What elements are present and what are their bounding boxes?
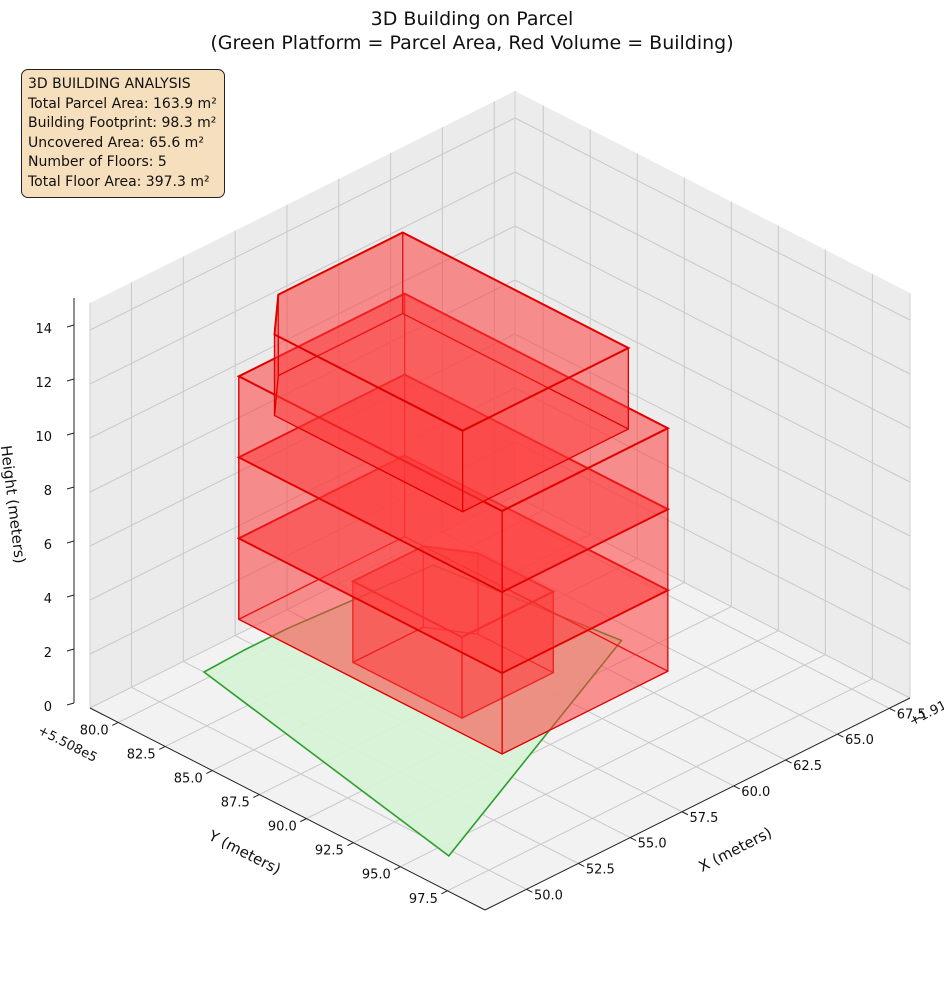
grid-z-back-6 [89,171,516,385]
x-tick-label-3: 57.5 [689,811,718,826]
y-tick-label-6: 95.0 [362,868,391,883]
building-layer [236,231,671,755]
grid-z-back-0 [89,495,516,709]
parcel-layer [202,564,623,858]
floor-1 [350,545,556,719]
grid-z-back-1 [89,441,516,655]
x-tick-mark-7 [889,707,896,712]
y-tick-label-5: 92.5 [315,844,344,859]
x-tick-label-5: 62.5 [793,759,822,774]
z-tick-mark-1 [66,648,75,652]
y-tick-label-1: 82.5 [127,747,156,762]
grid-z-back-3 [89,333,516,547]
grid-z-back-4 [89,279,516,493]
infobox-heading: 3D BUILDING ANALYSIS [28,76,191,92]
grid-y-floor-6 [400,654,826,868]
x-tick-label-1: 52.5 [586,862,615,877]
grid-z-side-7 [514,117,911,321]
x-tick-mark-5 [785,759,792,764]
floor-3 [236,373,671,674]
x-tick-mark-0 [526,888,533,893]
y-tick-label-4: 90.0 [268,820,297,835]
infobox-line-footprint: Building Footprint: 98.3 m² [28,115,217,131]
grid-z-side-4 [514,279,911,483]
floor-4 [236,292,671,593]
z-tick-mark-6 [66,378,75,382]
y-tick-mark-1 [159,746,166,750]
z-tick-label-3: 6 [44,538,52,553]
grid-z-back-5 [89,225,516,439]
z-tick-label-0: 0 [44,700,52,715]
infobox-line-uncovered: Uncovered Area: 65.6 m² [28,134,204,151]
x-tick-mark-4 [733,785,741,790]
z-tick-mark-5 [66,432,75,436]
parcel-polygon [202,564,623,858]
z-tick-label-5: 10 [35,430,52,445]
grid-x-floor-6 [442,531,838,735]
infobox-line-floor-area: Total Floor Area: 397.3 m² [28,173,210,190]
grid-z-side-1 [514,441,911,645]
y-tick-mark-2 [206,770,213,774]
pane-back [90,91,515,708]
y-tick-label-0: 80.0 [80,723,109,738]
z-tick-mark-2 [66,594,75,598]
z-tick-label-1: 2 [44,646,52,661]
y-tick-mark-3 [253,794,260,799]
y-tick-mark-7 [441,890,448,895]
chart-subtitle: (Green Platform = Parcel Area, Red Volum… [210,32,734,54]
floor-2 [236,454,671,755]
z-tick-mark-3 [66,540,75,544]
grid-z-side-6 [514,171,911,375]
infobox-line-parcel-area: Total Parcel Area: 163.9 m² [28,95,217,112]
grid-z-side-2 [514,387,911,591]
chart-title: 3D Building on Parcel [370,8,574,30]
z-tick-label-6: 12 [35,376,52,391]
y-tick-label-2: 85.0 [174,772,203,787]
y-tick-mark-6 [394,866,401,871]
x-tick-mark-1 [578,863,585,867]
x-tick-mark-2 [629,837,637,842]
infobox-line-floors: Number of Floors: 5 [28,154,167,170]
z-tick-mark-0 [66,702,75,706]
x-tick-label-2: 55.0 [638,837,667,852]
x-tick-mark-6 [837,733,844,738]
x-tick-label-4: 60.0 [741,785,770,800]
grid-z-side-5 [514,225,911,429]
z-tick-label-7: 14 [35,322,52,337]
x-axis-label: X (meters) [696,823,775,875]
x-tick-label-7: 67.5 [897,707,926,722]
grid-y-floor-7 [447,678,873,892]
z-tick-label-4: 8 [44,484,52,499]
x-tick-label-6: 65.0 [845,733,874,748]
floor-4-top [236,292,671,513]
floor-1-top [350,545,556,639]
grid-x-floor-7 [494,505,890,709]
y-tick-mark-4 [300,818,307,823]
analysis-infobox: 3D BUILDING ANALYSIS Total Parcel Area: … [21,69,225,198]
z-tick-mark-7 [66,324,75,328]
y-tick-mark-5 [347,842,354,847]
x-tick-label-0: 50.0 [534,888,563,903]
z-axis-label: Height (meters) [0,444,29,564]
y-tick-label-7: 97.5 [409,892,438,907]
z-tick-label-2: 4 [44,592,52,607]
x-axis-line [484,697,911,911]
grid-z-side-3 [514,333,911,537]
grid-z-back-7 [89,117,516,331]
grid-z-back-2 [89,387,516,601]
y-axis-line [89,707,486,911]
floor-5 [273,231,631,513]
floor-5-top [273,231,631,432]
x-tick-mark-3 [681,811,689,816]
y-tick-mark-0 [111,721,119,726]
grid-x-floor-0 [131,686,527,890]
grid-z-side-0 [514,495,911,699]
y-tick-label-3: 87.5 [221,796,250,811]
z-tick-mark-4 [66,486,75,490]
